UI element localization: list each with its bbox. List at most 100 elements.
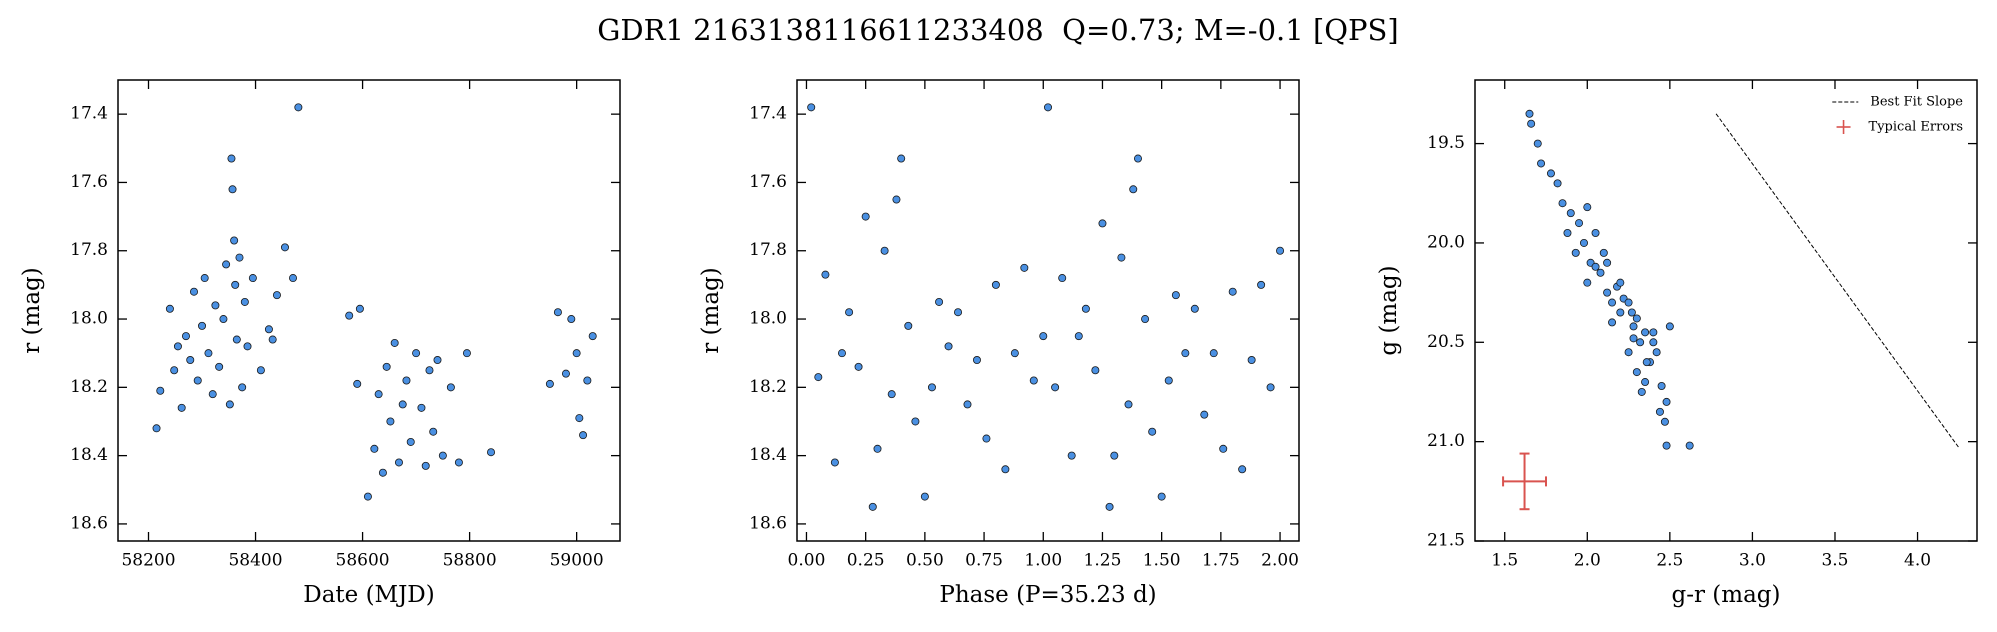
axes-frame (1474, 79, 1978, 542)
data-point (1632, 368, 1641, 377)
data-point (370, 444, 379, 453)
data-point (1608, 298, 1617, 307)
data-point (382, 362, 391, 371)
data-point (1276, 246, 1285, 255)
data-point (1616, 278, 1625, 287)
data-point (1029, 376, 1038, 385)
data-point (972, 356, 981, 365)
data-point (228, 185, 237, 194)
data-point (1058, 274, 1067, 283)
data-point (561, 369, 570, 378)
data-point (1665, 322, 1674, 331)
x-axis-label: Date (MJD) (303, 582, 434, 608)
data-point (897, 154, 906, 163)
data-point (1629, 334, 1638, 343)
data-point (189, 287, 198, 296)
data-point (1662, 441, 1671, 450)
data-point (807, 103, 816, 112)
legend-label: Best Fit Slope (1870, 95, 1963, 110)
data-point (1591, 262, 1600, 271)
x-tick-label: 0.50 (906, 551, 944, 571)
data-point (1652, 348, 1661, 357)
data-point (1257, 280, 1266, 289)
data-point (1603, 288, 1612, 297)
data-point (1148, 427, 1157, 436)
data-point (1632, 314, 1641, 323)
data-point (406, 437, 415, 446)
data-point (1044, 103, 1053, 112)
data-point (230, 236, 239, 245)
data-point (248, 274, 257, 283)
data-point (1525, 109, 1534, 118)
data-point (390, 338, 399, 347)
data-point (1067, 451, 1076, 460)
x-tick-label: 59000 (550, 551, 604, 571)
x-tick-label: 2.00 (1261, 551, 1299, 571)
data-point (1200, 410, 1209, 419)
data-point (231, 280, 240, 289)
data-point (1171, 291, 1180, 300)
data-point (920, 492, 929, 501)
data-point (861, 212, 870, 221)
data-point (227, 154, 236, 163)
data-point (398, 400, 407, 409)
x-tick-label: 4.0 (1904, 551, 1931, 571)
x-tick-label: 58800 (443, 551, 497, 571)
data-point (991, 280, 1000, 289)
data-point (1553, 179, 1562, 188)
x-axis-label: g-r (mag) (1672, 582, 1781, 608)
data-point (1039, 332, 1048, 341)
data-point (355, 304, 364, 313)
data-point (264, 325, 273, 334)
data-point (1566, 209, 1575, 218)
data-point (845, 308, 854, 317)
data-point (417, 403, 426, 412)
x-tick-label: 2.5 (1656, 551, 1683, 571)
data-point (1117, 253, 1126, 262)
data-point (204, 349, 213, 358)
y-tick-label: 17.4 (749, 104, 787, 124)
x-tick-label: 1.00 (1024, 551, 1062, 571)
data-point (198, 321, 207, 330)
data-point (1571, 248, 1580, 257)
data-point (1527, 119, 1536, 128)
data-point (219, 315, 228, 324)
data-point (588, 332, 597, 341)
data-point (868, 502, 877, 511)
data-point (1579, 238, 1588, 247)
data-point (904, 321, 913, 330)
data-point (438, 451, 447, 460)
data-point (1219, 444, 1228, 453)
data-point (1641, 328, 1650, 337)
data-point (238, 383, 247, 392)
y-tick-label: 17.8 (70, 240, 108, 260)
data-point (1546, 169, 1555, 178)
data-point (1627, 308, 1636, 317)
data-point (572, 349, 581, 358)
x-tick-label: 1.25 (1084, 551, 1122, 571)
data-point (222, 260, 231, 269)
data-point (911, 417, 920, 426)
data-point (583, 376, 592, 385)
y-tick-label: 18.4 (749, 445, 787, 465)
data-point (378, 468, 387, 477)
best-fit-line (1715, 113, 1960, 448)
data-point (854, 362, 863, 371)
data-point (1247, 356, 1256, 365)
data-point (487, 448, 496, 457)
data-point (830, 458, 839, 467)
data-point (256, 366, 265, 375)
data-point (944, 342, 953, 351)
data-point (177, 403, 186, 412)
y-tick-label: 20.0 (1427, 232, 1465, 252)
x-tick-label: 58200 (121, 551, 175, 571)
data-point (1129, 185, 1138, 194)
data-point (454, 458, 463, 467)
data-point (1074, 332, 1083, 341)
data-point (1133, 154, 1142, 163)
data-point (272, 291, 281, 300)
data-point (446, 383, 455, 392)
data-point (1603, 258, 1612, 267)
data-point (1649, 338, 1658, 347)
data-point (1583, 203, 1592, 212)
